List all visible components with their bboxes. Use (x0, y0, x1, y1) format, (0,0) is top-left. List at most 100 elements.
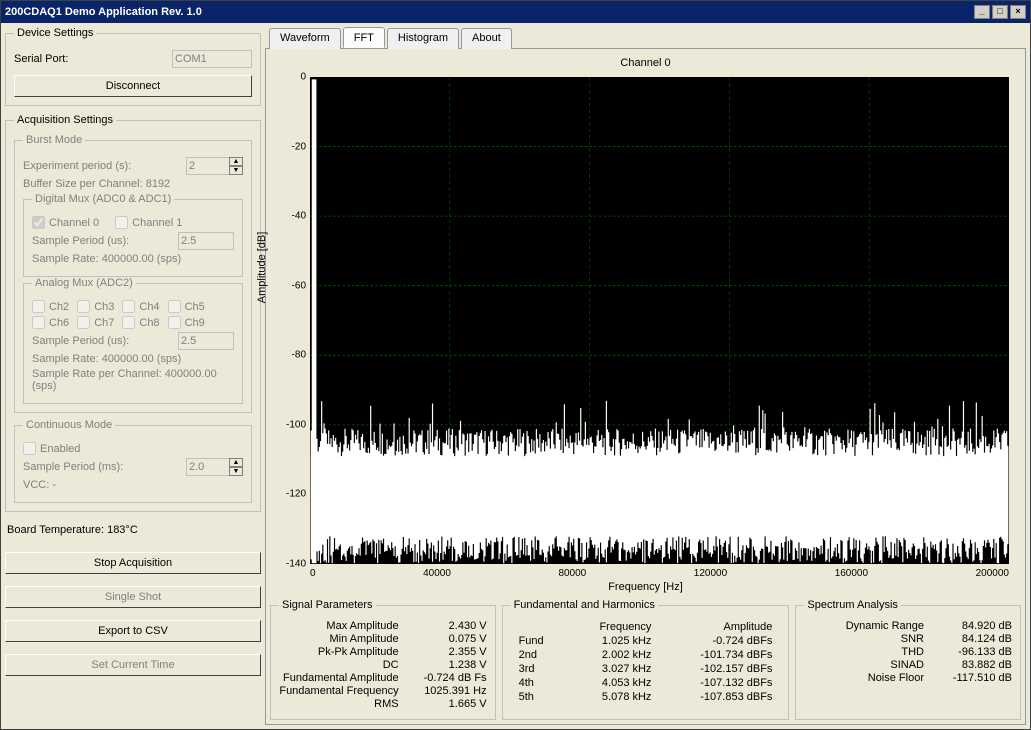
experiment-period-spinner: ▲▼ (229, 157, 243, 175)
harmonics-table: FrequencyAmplitude Fund1.025 kHz-0.724 d… (511, 619, 781, 705)
chart-y-ticks: 0-20-40-60-80-100-120-140 (272, 77, 306, 564)
digital-mux-group: Digital Mux (ADC0 & ADC1) Channel 0 Chan… (23, 193, 243, 277)
ch7-checkbox: Ch7 (77, 316, 114, 329)
spectrum-analysis-group: Spectrum Analysis Dynamic Range84.920 dB… (795, 599, 1021, 720)
minimize-button[interactable]: _ (974, 5, 990, 19)
burst-mode-legend: Burst Mode (23, 134, 85, 146)
continuous-mode-legend: Continuous Mode (23, 419, 115, 431)
continuous-mode-group: Continuous Mode Enabled Sample Period (m… (14, 419, 252, 503)
window-title: 200CDAQ1 Demo Application Rev. 1.0 (5, 6, 974, 18)
digmux-sample-period-input (178, 232, 234, 250)
content: Device Settings Serial Port: Disconnect … (1, 23, 1030, 729)
title-bar: 200CDAQ1 Demo Application Rev. 1.0 _ □ × (1, 1, 1030, 23)
ch6-checkbox: Ch6 (32, 316, 69, 329)
anamux-sample-rate-pc-label: Sample Rate per Channel: 400000.00 (sps) (32, 368, 234, 392)
signal-param-value: 2.430 V (417, 620, 487, 632)
chart-wrap: Amplitude [dB] 0-20-40-60-80-100-120-140… (270, 73, 1021, 593)
experiment-period-input (186, 157, 230, 175)
spectrum-key: SNR (804, 633, 942, 645)
harmonics-group: Fundamental and Harmonics FrequencyAmpli… (502, 599, 790, 720)
y-tick-label: -120 (272, 489, 306, 500)
board-temperature-label: Board Temperature: 183°C (7, 524, 259, 536)
close-button[interactable]: × (1010, 5, 1026, 19)
stop-acquisition-button[interactable]: Stop Acquisition (5, 552, 261, 574)
buffer-size-label: Buffer Size per Channel: 8192 (23, 178, 170, 190)
tab-histogram[interactable]: Histogram (387, 28, 459, 49)
harmonic-amp: -0.724 dBFs (659, 635, 778, 647)
signal-parameters-group: Signal Parameters Max Amplitude2.430 VMi… (270, 599, 496, 720)
harmonic-freq: 5.078 kHz (567, 691, 657, 703)
harmonic-amp: -102.157 dBFs (659, 663, 778, 675)
harmonic-name: 5th (513, 691, 565, 703)
fft-chart (310, 77, 1009, 564)
analog-mux-legend: Analog Mux (ADC2) (32, 277, 136, 289)
spectrum-value: -96.133 dB (942, 646, 1012, 658)
digital-mux-legend: Digital Mux (ADC0 & ADC1) (32, 193, 174, 205)
left-panel: Device Settings Serial Port: Disconnect … (5, 27, 261, 725)
harmonics-col-amp: Amplitude (659, 621, 778, 633)
device-settings-group: Device Settings Serial Port: Disconnect (5, 27, 261, 106)
export-csv-button[interactable]: Export to CSV (5, 620, 261, 642)
vcc-label: VCC: - (23, 479, 56, 491)
harmonic-row: 2nd2.002 kHz-101.734 dBFs (513, 649, 779, 661)
digmux-sample-period-label: Sample Period (us): (32, 235, 129, 247)
signal-param-key: RMS (279, 698, 417, 710)
tab-bar: Waveform FFT Histogram About (265, 27, 1026, 49)
continuous-enabled-checkbox: Enabled (23, 442, 80, 455)
signal-param-key: Fundamental Frequency (279, 685, 417, 697)
spectrum-row: SINAD83.882 dB (804, 659, 1012, 671)
chart-y-label: Amplitude [dB] (256, 232, 268, 304)
signal-param-row: Max Amplitude2.430 V (279, 620, 487, 632)
signal-param-value: 1.665 V (417, 698, 487, 710)
disconnect-button[interactable]: Disconnect (14, 75, 252, 97)
y-tick-label: -80 (272, 350, 306, 361)
spectrum-value: 84.920 dB (942, 620, 1012, 632)
ch2-checkbox: Ch2 (32, 300, 69, 313)
x-tick-label: 0 (310, 568, 316, 579)
acquisition-settings-legend: Acquisition Settings (14, 114, 116, 126)
spectrum-key: Dynamic Range (804, 620, 942, 632)
harmonics-col-freq: Frequency (567, 621, 657, 633)
x-tick-label: 40000 (423, 568, 451, 579)
app-window: 200CDAQ1 Demo Application Rev. 1.0 _ □ ×… (0, 0, 1031, 730)
digmux-sample-rate-label: Sample Rate: 400000.00 (sps) (32, 253, 181, 265)
harmonic-amp: -107.132 dBFs (659, 677, 778, 689)
ch3-checkbox: Ch3 (77, 300, 114, 313)
y-tick-label: 0 (272, 72, 306, 83)
spectrum-analysis-legend: Spectrum Analysis (804, 599, 900, 611)
harmonic-name: 2nd (513, 649, 565, 661)
harmonic-freq: 1.025 kHz (567, 635, 657, 647)
signal-param-key: Max Amplitude (279, 620, 417, 632)
anamux-sample-rate-label: Sample Rate: 400000.00 (sps) (32, 353, 181, 365)
chart-x-ticks: 04000080000120000160000200000 (310, 568, 1009, 579)
continuous-sp-label: Sample Period (ms): (23, 461, 123, 473)
ch5-checkbox: Ch5 (168, 300, 205, 313)
signal-param-value: -0.724 dB Fs (417, 672, 487, 684)
y-tick-label: -40 (272, 211, 306, 222)
tab-about[interactable]: About (461, 28, 512, 49)
acquisition-settings-group: Acquisition Settings Burst Mode Experime… (5, 114, 261, 512)
tab-fft[interactable]: FFT (343, 27, 385, 48)
signal-param-row: Pk-Pk Amplitude2.355 V (279, 646, 487, 658)
harmonic-freq: 3.027 kHz (567, 663, 657, 675)
spectrum-row: Noise Floor-117.510 dB (804, 672, 1012, 684)
maximize-button[interactable]: □ (992, 5, 1008, 19)
channel0-checkbox: Channel 0 (32, 216, 99, 229)
experiment-period-label: Experiment period (s): (23, 160, 131, 172)
continuous-sp-input (186, 458, 230, 476)
spectrum-row: SNR84.124 dB (804, 633, 1012, 645)
spectrum-value: -117.510 dB (942, 672, 1012, 684)
harmonic-amp: -107.853 dBFs (659, 691, 778, 703)
harmonic-row: Fund1.025 kHz-0.724 dBFs (513, 635, 779, 647)
signal-param-value: 2.355 V (417, 646, 487, 658)
tab-waveform[interactable]: Waveform (269, 28, 341, 49)
harmonic-freq: 4.053 kHz (567, 677, 657, 689)
signal-param-key: Fundamental Amplitude (279, 672, 417, 684)
y-tick-label: -140 (272, 559, 306, 570)
title-buttons: _ □ × (974, 5, 1026, 19)
signal-param-value: 1.238 V (417, 659, 487, 671)
results-row: Signal Parameters Max Amplitude2.430 VMi… (270, 599, 1021, 720)
x-tick-label: 160000 (835, 568, 868, 579)
spectrum-row: Dynamic Range84.920 dB (804, 620, 1012, 632)
ch8-checkbox: Ch8 (122, 316, 159, 329)
